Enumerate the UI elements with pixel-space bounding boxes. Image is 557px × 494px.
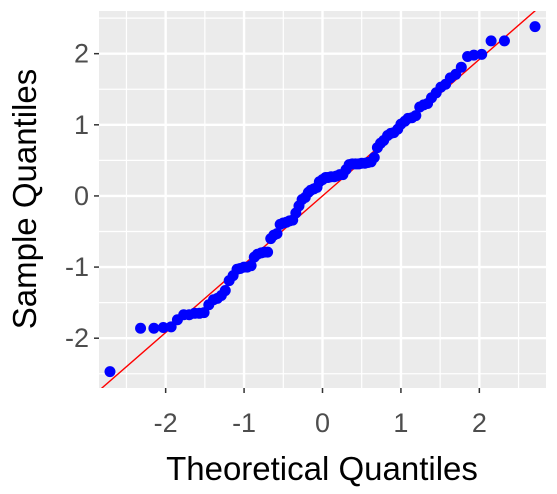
data-point xyxy=(529,21,541,33)
y-tick-label: -2 xyxy=(65,323,89,353)
x-tick-label: -2 xyxy=(154,408,178,438)
grid-major xyxy=(99,11,546,388)
data-point xyxy=(135,322,147,334)
y-tick-label: 1 xyxy=(74,110,89,140)
y-tick-label: -1 xyxy=(65,252,89,282)
data-point xyxy=(271,228,283,240)
data-point xyxy=(262,246,274,258)
y-tick-labels: -2 -1 0 1 2 xyxy=(65,39,89,354)
sample-points xyxy=(104,21,541,378)
data-point xyxy=(455,61,467,73)
data-point xyxy=(148,322,160,334)
x-tick-label: 1 xyxy=(393,408,408,438)
y-tick-label: 2 xyxy=(74,39,89,69)
plot-area xyxy=(100,11,541,388)
data-point xyxy=(476,48,488,60)
x-tick-labels: -2 -1 0 1 2 xyxy=(154,408,487,438)
data-point xyxy=(410,110,422,122)
x-axis-title: Theoretical Quantiles xyxy=(166,450,478,487)
data-point xyxy=(368,152,380,164)
data-point xyxy=(485,35,497,47)
data-point xyxy=(219,285,231,297)
axis-ticks xyxy=(94,52,481,393)
y-axis-title: Sample Quantiles xyxy=(6,69,43,329)
x-tick-label: -1 xyxy=(232,408,256,438)
y-tick-label: 0 xyxy=(74,181,89,211)
x-tick-label: 0 xyxy=(315,408,330,438)
data-point xyxy=(165,321,177,333)
x-tick-label: 2 xyxy=(472,408,487,438)
data-point xyxy=(104,366,116,378)
data-point xyxy=(498,35,510,47)
data-point xyxy=(245,260,257,272)
